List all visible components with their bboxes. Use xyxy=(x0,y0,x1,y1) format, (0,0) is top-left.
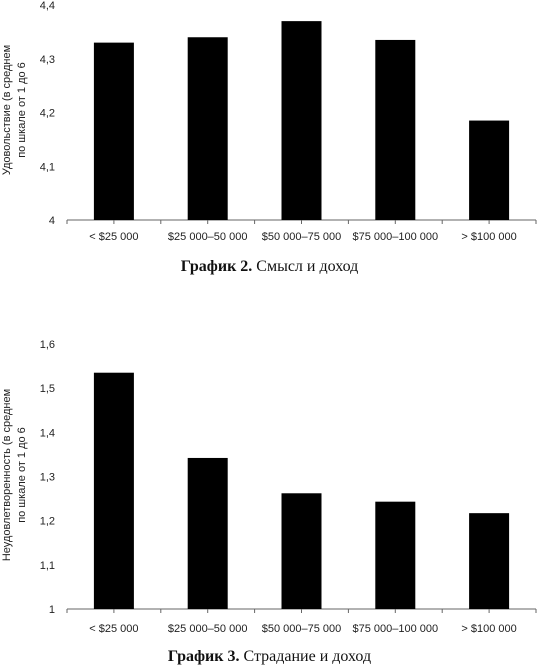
chart-3-y-tick-label: 1,3 xyxy=(40,472,55,484)
chart-2-caption: График 2. Смысл и доход xyxy=(0,258,539,276)
chart-3-bar xyxy=(281,493,322,609)
chart-2-y-tick-label: 4 xyxy=(49,215,55,227)
chart-2-x-tick-label: < $25 000 xyxy=(89,231,138,243)
chart-2-bar xyxy=(281,21,322,220)
chart-3-y-tick-label: 1,6 xyxy=(40,339,55,351)
chart-3-x-tick-label: $75 000–100 000 xyxy=(352,623,438,635)
chart-3-caption: График 3. Страдание и доход xyxy=(0,648,539,666)
chart-2-caption-title: Смысл и доход xyxy=(252,258,359,275)
chart-3-y-tick-label: 1 xyxy=(49,604,55,616)
chart-3-y-axis-label: Неудовлетворенность (в среднем xyxy=(1,389,13,561)
chart-3-x-tick-label: < $25 000 xyxy=(89,623,138,635)
chart-2-meaning-income: 4 4,1 4,2 4,3 4,4 < $25 000 $25 000–50 000 $50 … xyxy=(1,0,537,243)
chart-2-bar xyxy=(375,39,416,220)
chart-2-bar xyxy=(187,37,228,220)
chart-2-x-tick-label: $75 000–100 000 xyxy=(352,231,438,243)
chart-3-x-tick-label: $50 000–75 000 xyxy=(262,623,342,635)
chart-3-bar xyxy=(187,457,228,609)
chart-3-y-tick-label: 1,4 xyxy=(40,427,55,439)
chart-2-bar xyxy=(93,42,134,220)
chart-2-x-tick-label: $25 000–50 000 xyxy=(168,231,248,243)
chart-2-caption-number: График 2. xyxy=(180,258,253,275)
chart-2-y-axis-label: по шкале от 1 до 6 xyxy=(16,62,28,158)
chart-3-y-tick-label: 1,1 xyxy=(40,560,55,572)
chart-2-bar xyxy=(469,120,510,220)
chart-3-bar xyxy=(375,501,416,609)
chart-2-y-tick-label: 4,1 xyxy=(40,161,55,173)
chart-2-y-tick-label: 4,3 xyxy=(40,54,55,66)
chart-3-bar xyxy=(469,513,510,609)
chart-3-x-tick-label: $25 000–50 000 xyxy=(168,623,248,635)
chart-3-y-tick-label: 1,2 xyxy=(40,516,55,528)
chart-3-bar xyxy=(93,372,134,609)
chart-2-x-tick-label: $50 000–75 000 xyxy=(262,231,342,243)
chart-3-caption-title: Страдание и доход xyxy=(239,648,372,665)
chart-3-y-axis-label: по шкале от 1 до 6 xyxy=(16,427,28,523)
chart-3-x-tick-label: > $100 000 xyxy=(461,623,516,635)
chart-2-x-tick-label: > $100 000 xyxy=(461,231,516,243)
chart-3-suffering-income: 1 1,1 1,2 1,3 1,4 1,5 1,6 < $25 000 $25 000–50 0… xyxy=(1,339,537,635)
chart-2-y-tick-label: 4,2 xyxy=(40,108,55,120)
chart-2-y-axis-label: Удовольствие (в среднем xyxy=(1,45,13,175)
chart-3-caption-number: График 3. xyxy=(167,648,240,665)
chart-3-y-tick-label: 1,5 xyxy=(40,383,55,395)
chart-2-y-tick-label: 4,4 xyxy=(40,0,55,12)
